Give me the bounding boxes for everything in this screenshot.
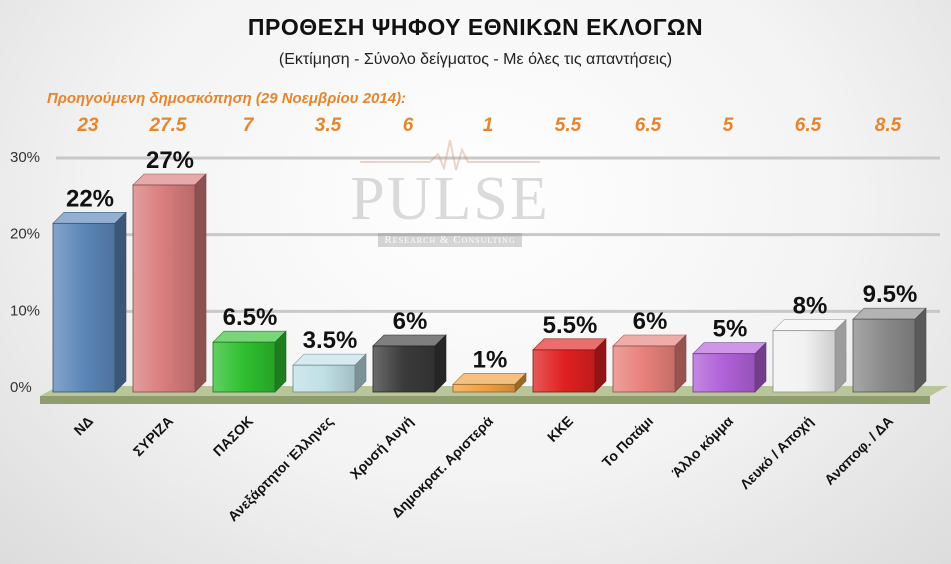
y-tick-label: 10% (10, 302, 40, 319)
category-label: ΠΑΣΟΚ (210, 413, 256, 459)
previous-value-label: 5.5 (555, 115, 582, 136)
bar-value-label: 6.5% (223, 304, 278, 331)
bar (452, 383, 516, 393)
previous-value-label: 5 (723, 115, 734, 136)
watermark-main-text: PULSE (350, 165, 550, 233)
bar-top (532, 338, 607, 351)
bar (532, 349, 596, 393)
y-tick-label: 0% (10, 379, 32, 396)
bar (772, 330, 836, 393)
bar (292, 364, 356, 393)
chart-subtitle: (Εκτίμηση - Σύνολο δείγματος - Με όλες τ… (278, 51, 673, 68)
watermark-sub-text: Research & Consulting (378, 233, 522, 247)
bar (132, 184, 196, 393)
bar-value-label: 22% (66, 185, 114, 212)
chart-title: ΠΡΟΘΕΣΗ ΨΗΦΟΥ ΕΘΝΙΚΩΝ ΕΚΛΟΓΩΝ (247, 14, 704, 40)
bar (212, 341, 276, 393)
bar-top (132, 173, 207, 186)
bar-top (612, 334, 687, 347)
bar (52, 222, 116, 393)
previous-value-label: 27.5 (149, 115, 187, 136)
bar-top (772, 319, 847, 331)
bar-top (212, 330, 287, 343)
category-label: Το Ποτάμι (599, 413, 656, 470)
bar-side (194, 173, 207, 393)
bar-side (274, 330, 287, 393)
previous-poll-caption: Προηγούμενη δημοσκόπηση (29 Νοεμβρίου 20… (47, 90, 407, 107)
previous-value-label: 1 (483, 115, 494, 136)
bar-top (452, 373, 527, 385)
previous-value-label: 3.5 (315, 115, 342, 136)
bar-value-label: 6% (633, 308, 668, 335)
bar-side (914, 307, 927, 393)
bar (372, 345, 436, 393)
pulse-wave-icon (360, 139, 540, 172)
previous-value-label: 8.5 (875, 115, 902, 136)
category-label: Αναποφ. / ΔΑ (821, 413, 896, 488)
y-tick-label: 20% (10, 226, 40, 243)
bar-side (114, 211, 127, 393)
previous-value-label: 6.5 (795, 115, 822, 136)
category-label: ΝΔ (71, 413, 97, 439)
y-tick-label: 30% (10, 149, 40, 166)
bar-value-label: 3.5% (303, 327, 358, 354)
bar-value-label: 8% (793, 293, 828, 320)
bar-value-label: 5.5% (543, 312, 598, 339)
bar-value-label: 1% (473, 346, 508, 373)
bar-top (372, 334, 447, 347)
bar-top (52, 212, 127, 224)
bar-value-label: 27% (146, 147, 194, 174)
bar-value-label: 5% (713, 316, 748, 343)
previous-value-label: 7 (243, 115, 255, 136)
bar-value-label: 6% (393, 308, 428, 335)
bar (612, 345, 676, 393)
previous-value-label: 6.5 (635, 115, 662, 136)
bar-value-label: 9.5% (863, 281, 918, 308)
chart-floor-front (40, 396, 930, 404)
bar-top (692, 342, 767, 354)
pulse-watermark-logo: PULSE Research & Consulting (340, 130, 560, 250)
category-label: Άλλο κόμμα (669, 413, 737, 481)
category-label: Χρυσή Αυγή (347, 413, 416, 482)
bar-top (292, 353, 367, 366)
previous-value-label: 23 (76, 115, 99, 136)
category-label: ΚΚΕ (544, 413, 576, 445)
category-label: Λευκό / Αποχή (737, 413, 816, 492)
previous-value-label: 6 (403, 115, 414, 136)
bar-side (834, 318, 847, 393)
bar (852, 318, 916, 393)
category-label: ΣΥΡΙΖΑ (130, 413, 176, 459)
bar-top (852, 307, 927, 320)
bar (692, 353, 756, 393)
